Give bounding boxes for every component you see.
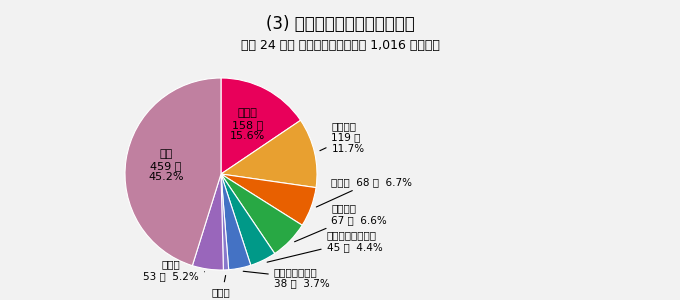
- Text: ローソク・灯明
38 人  3.7%: ローソク・灯明 38 人 3.7%: [243, 267, 330, 289]
- Wedge shape: [125, 78, 221, 266]
- Text: ストーブ
119 人
11.7%: ストーブ 119 人 11.7%: [320, 121, 364, 154]
- Text: (3) 住宅火災の発火源別死者数: (3) 住宅火災の発火源別死者数: [266, 15, 414, 33]
- Text: その他
53 人  5.2%: その他 53 人 5.2%: [143, 259, 205, 281]
- Wedge shape: [221, 174, 316, 225]
- Wedge shape: [221, 78, 301, 174]
- Text: 不明
459 人
45.2%: 不明 459 人 45.2%: [148, 149, 184, 182]
- Text: 平成 24 年中 住宅火災による死者 1,016 人の内訳: 平成 24 年中 住宅火災による死者 1,016 人の内訳: [241, 39, 439, 52]
- Wedge shape: [192, 174, 223, 270]
- Text: こたつ
9 人  0.9%: こたつ 9 人 0.9%: [197, 275, 245, 300]
- Wedge shape: [221, 120, 317, 188]
- Wedge shape: [221, 174, 228, 270]
- Wedge shape: [221, 174, 251, 270]
- Text: たばこ
158 人
15.6%: たばこ 158 人 15.6%: [230, 108, 265, 141]
- Wedge shape: [221, 174, 302, 254]
- Text: マッチ・ライター
45 人  4.4%: マッチ・ライター 45 人 4.4%: [267, 230, 382, 262]
- Text: 電気器具
67 人  6.6%: 電気器具 67 人 6.6%: [294, 203, 387, 242]
- Wedge shape: [221, 174, 275, 265]
- Text: コンロ  68 人  6.7%: コンロ 68 人 6.7%: [316, 177, 412, 207]
